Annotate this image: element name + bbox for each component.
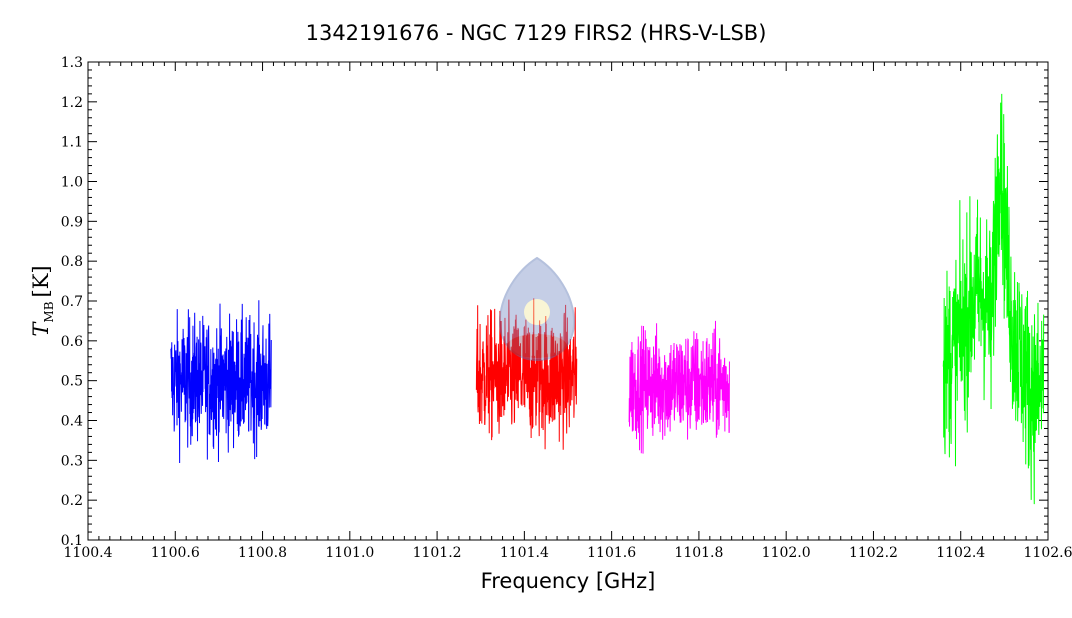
y-tick-label: 1.3	[61, 55, 83, 71]
y-axis-label-main: T	[29, 321, 53, 337]
y-axis-label-sub: MB	[42, 301, 56, 322]
x-tick-label: 1101.4	[500, 545, 549, 561]
y-tick-labels: 0.1 0.2 0.3 0.4 0.5 0.6 0.7 0.8 0.9 1.0 1.1 1.2 1.3	[61, 55, 83, 549]
series-line-2	[475, 298, 578, 450]
y-tick-label: 0.2	[61, 493, 83, 509]
x-tick-label: 1100.6	[151, 545, 200, 561]
y-tick-label: 1.0	[61, 175, 83, 191]
y-tick-label: 1.1	[61, 135, 83, 151]
y-tick-label: 0.3	[61, 453, 83, 469]
x-tick-label: 1101.0	[325, 545, 374, 561]
x-tick-label: 1101.8	[674, 545, 723, 561]
chart-title: 1342191676 - NGC 7129 FIRS2 (HRS-V-LSB)	[306, 21, 767, 45]
x-axis-label: Frequency [GHz]	[481, 569, 656, 593]
x-tick-label: 1100.4	[64, 545, 113, 561]
x-tick-label: 1102.2	[849, 545, 898, 561]
series-line-4	[942, 93, 1045, 505]
svg-text:TMB[K]: TMB [K]	[29, 265, 56, 336]
y-tick-label: 0.6	[61, 334, 83, 350]
y-tick-label: 0.9	[61, 214, 83, 230]
y-axis-label: TMB [K]	[29, 265, 56, 336]
y-axis-label-unit: [K]	[29, 265, 53, 297]
x-tick-label: 1101.2	[413, 545, 462, 561]
y-tick-label: 0.5	[61, 374, 83, 390]
plot-frame	[87, 61, 1049, 541]
x-tick-label: 1102.4	[936, 545, 985, 561]
y-tick-label: 1.2	[61, 95, 83, 111]
x-tick-label: 1100.8	[238, 545, 287, 561]
x-tick-labels: 1100.4 1100.6 1100.8 1101.0 1101.2 1101.4 1101…	[64, 545, 1072, 561]
y-tick-label: 0.1	[61, 533, 83, 549]
hifi-logo-watermark	[498, 256, 576, 362]
series-line-3	[628, 320, 730, 454]
series-lines	[170, 93, 1045, 505]
y-tick-label: 0.4	[61, 414, 83, 430]
y-tick-label: 0.7	[61, 294, 83, 310]
y-tick-label: 0.8	[61, 254, 83, 270]
x-tick-label: 1102.0	[762, 545, 811, 561]
x-tick-label: 1101.6	[587, 545, 636, 561]
x-tick-label: 1102.6	[1024, 545, 1072, 561]
series-line-1	[170, 300, 272, 464]
